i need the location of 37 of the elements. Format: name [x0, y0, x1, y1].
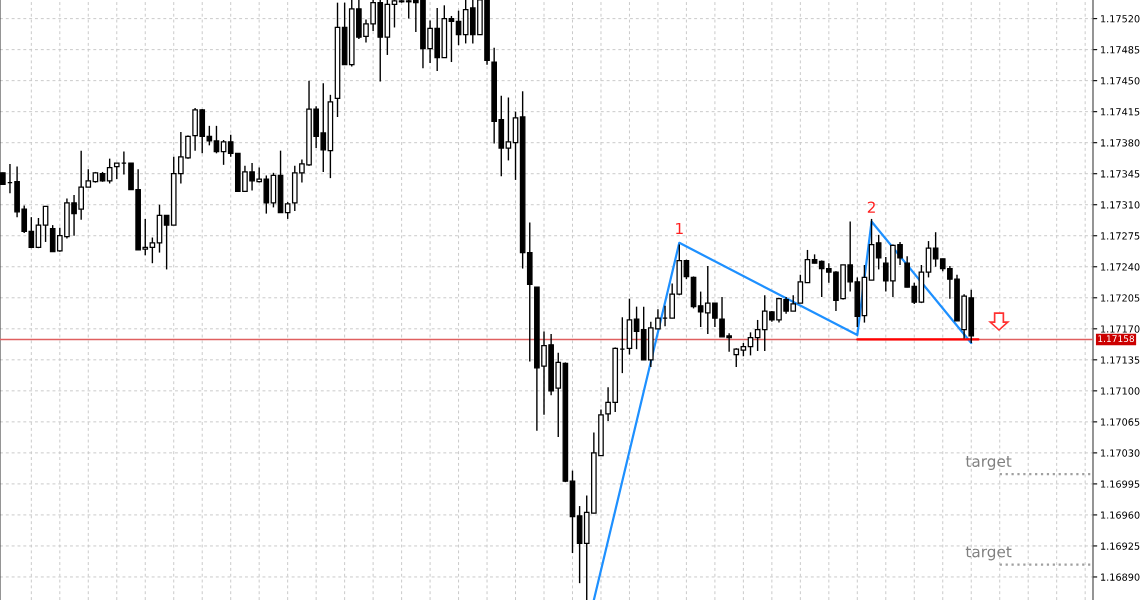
- candlestick: [505, 96, 512, 162]
- candlestick: [42, 205, 49, 243]
- annotation: target: [965, 546, 1012, 561]
- y-tick-label: 1.17170: [1101, 325, 1140, 333]
- annotation: 1: [676, 222, 683, 235]
- candlestick: [106, 157, 113, 185]
- y-tick-label: 1.17520: [1101, 15, 1140, 23]
- y-tick-label: 1.17135: [1101, 356, 1140, 364]
- candlestick: [633, 305, 640, 350]
- ref-line-label: 1.17158: [1098, 335, 1135, 343]
- candlestick: [149, 236, 156, 264]
- y-tick-label: 1.17485: [1101, 46, 1140, 54]
- y-tick-label: 1.17415: [1101, 108, 1140, 116]
- candlestick: [35, 217, 42, 249]
- y-tick-label: 1.16960: [1101, 511, 1140, 519]
- annotation: target: [965, 456, 1012, 470]
- y-tick-label: 1.17345: [1101, 170, 1140, 178]
- y-tick-label: 1.17030: [1101, 449, 1140, 457]
- candlestick: [733, 347, 740, 368]
- y-tick-label: 1.17205: [1101, 294, 1140, 302]
- candlestick: [213, 125, 220, 155]
- y-tick-label: 1.17275: [1101, 232, 1140, 240]
- y-tick-label: 1.17065: [1101, 418, 1140, 426]
- y-tick-label: 1.17100: [1101, 387, 1140, 395]
- candlestick: [391, 0, 398, 29]
- y-tick-label: 1.16925: [1101, 542, 1140, 550]
- y-tick-label: 1.17450: [1101, 77, 1140, 85]
- y-tick-label: 1.17310: [1101, 201, 1140, 209]
- y-tick-label: 1.16890: [1101, 573, 1140, 581]
- y-tick-label: 1.16995: [1101, 480, 1140, 488]
- candlestick: [220, 139, 227, 166]
- y-tick-label: 1.17240: [1101, 263, 1140, 271]
- annotation: 2: [867, 201, 875, 213]
- candlestick: [448, 15, 455, 63]
- y-tick-label: 1.17380: [1101, 139, 1140, 147]
- candlestick: [163, 214, 170, 271]
- candlestick: [875, 234, 882, 271]
